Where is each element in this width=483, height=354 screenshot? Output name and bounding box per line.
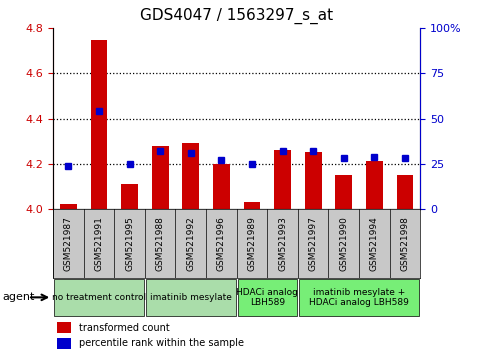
Text: GSM521987: GSM521987 xyxy=(64,216,73,271)
Bar xyxy=(57,338,71,349)
FancyBboxPatch shape xyxy=(238,279,297,316)
FancyBboxPatch shape xyxy=(146,279,236,316)
Text: GSM521997: GSM521997 xyxy=(309,216,318,271)
Text: imatinib mesylate: imatinib mesylate xyxy=(150,293,232,302)
Text: GSM521988: GSM521988 xyxy=(156,216,165,271)
Bar xyxy=(335,175,352,209)
Text: GSM521994: GSM521994 xyxy=(370,216,379,271)
Text: GSM521989: GSM521989 xyxy=(247,216,256,271)
Text: GSM521992: GSM521992 xyxy=(186,216,195,271)
Bar xyxy=(397,175,413,209)
Text: GSM521998: GSM521998 xyxy=(400,216,410,271)
Bar xyxy=(305,153,322,209)
Text: GSM521996: GSM521996 xyxy=(217,216,226,271)
Bar xyxy=(243,202,260,209)
Text: GSM521995: GSM521995 xyxy=(125,216,134,271)
Text: GSM521993: GSM521993 xyxy=(278,216,287,271)
Title: GDS4047 / 1563297_s_at: GDS4047 / 1563297_s_at xyxy=(140,8,333,24)
Text: HDACi analog
LBH589: HDACi analog LBH589 xyxy=(236,288,298,307)
Text: GSM521991: GSM521991 xyxy=(95,216,103,271)
FancyBboxPatch shape xyxy=(299,279,419,316)
Bar xyxy=(183,143,199,209)
Text: no treatment control: no treatment control xyxy=(52,293,146,302)
Text: transformed count: transformed count xyxy=(79,322,170,332)
FancyBboxPatch shape xyxy=(54,279,144,316)
Bar xyxy=(91,40,107,209)
Bar xyxy=(121,184,138,209)
Text: GSM521990: GSM521990 xyxy=(339,216,348,271)
Bar xyxy=(213,164,230,209)
Text: percentile rank within the sample: percentile rank within the sample xyxy=(79,338,244,348)
Text: agent: agent xyxy=(2,292,35,302)
Bar xyxy=(366,161,383,209)
Bar xyxy=(152,145,169,209)
Bar xyxy=(274,150,291,209)
Text: imatinib mesylate +
HDACi analog LBH589: imatinib mesylate + HDACi analog LBH589 xyxy=(309,288,409,307)
Bar xyxy=(57,322,71,333)
Bar xyxy=(60,204,77,209)
